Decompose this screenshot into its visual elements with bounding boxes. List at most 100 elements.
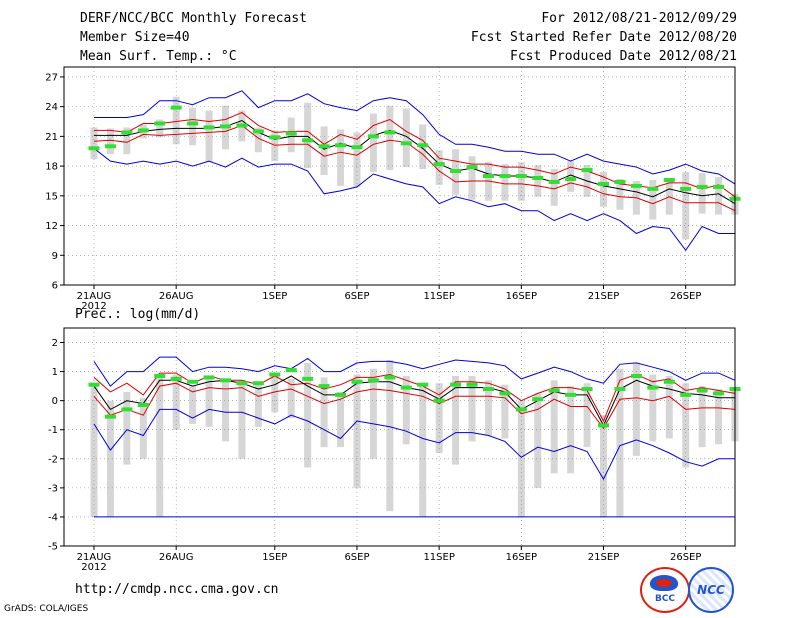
temp-box-6 [172,96,180,145]
prec-box-22 [435,383,443,453]
temp-observed-17 [351,145,363,150]
temp-box-8 [205,110,213,163]
temp-observed-20 [400,141,412,146]
prec-box-2 [106,400,114,517]
temp-box-18 [369,113,377,173]
temp-xtick-label-22: 11SEP [423,291,454,302]
temp-line-mean [94,119,736,205]
prec-observed-34 [630,373,642,378]
temp-observed-30 [565,176,577,181]
prec-box-34 [632,362,640,456]
temp-xtick-label-12: 1SEP [262,291,287,302]
prec-ytick-label--4: -4 [48,512,58,523]
temp-box-16 [337,129,345,186]
prec-observed-27 [515,407,527,412]
temp-ytick-label-24: 24 [45,102,58,113]
prec-observed-16 [335,392,347,397]
temp-box-30 [567,161,575,192]
temp-observed-1 [88,146,100,151]
footer-url[interactable]: http://cmdp.ncc.cma.gov.cn [75,582,279,597]
temp-ytick-label-15: 15 [45,191,58,202]
temp-box-20 [402,108,410,168]
temp-ytick-label-12: 12 [45,221,58,232]
prec-observed-13 [285,368,297,373]
temp-observed-25 [482,174,494,178]
temp-observed-18 [367,134,379,139]
temp-frame [63,66,736,286]
prec-box-7 [189,386,197,424]
prec-box-28 [534,393,542,488]
temp-observed-15 [318,144,330,149]
prec-observed-37 [680,392,692,397]
temp-xtick-label-1: 21AUG [77,291,112,302]
prec-box-21 [419,383,427,517]
prec-xtick-label-1: 21AUG [77,552,112,563]
prec-box-17 [353,374,361,488]
temp-line-max [94,90,736,185]
prec-frame [63,327,736,547]
temp-box-7 [189,107,197,146]
temp-observed-5 [154,121,166,126]
prec-xtick-label-37: 26SEP [670,552,701,563]
temp-observed-38 [696,184,708,189]
prec-observed-7 [187,379,199,384]
temp-observed-8 [203,125,215,130]
temp-observed-29 [548,179,560,184]
prec-box-4 [139,397,147,459]
member-size: Member Size=40 [80,30,190,45]
temp-line-upper [94,112,736,198]
temp-ytick-label-27: 27 [45,72,58,83]
temp-observed-26 [499,174,511,178]
prec-box-37 [682,383,690,468]
prec-observed-28 [532,397,544,402]
prec-observed-4 [137,403,149,408]
temp-observed-37 [680,186,692,191]
prec-ytick-label-1: 1 [52,367,58,378]
temp-observed-3 [121,130,133,135]
prec-box-38 [698,386,706,448]
temp-xtick-label-6: 26AUG [159,291,194,302]
temp-observed-39 [713,184,725,189]
prec-observed-35 [647,385,659,390]
prec-observed-24 [466,382,478,387]
prec-box-10 [238,380,246,459]
prec-line-min [93,408,735,481]
temp-ytick-label-9: 9 [52,251,58,262]
prec-observed-12 [269,372,281,377]
prec-box-3 [123,391,131,465]
prec-box-31 [583,383,591,448]
bcc-logo: BCC [640,567,690,613]
temp-box-14 [304,102,312,169]
temp-observed-23 [450,169,462,174]
temp-observed-12 [269,135,281,140]
temp-observed-6 [170,105,182,110]
temp-year-label: 2012 [81,301,106,312]
prec-box-33 [616,368,624,517]
prec-observed-19 [384,375,396,380]
prec-box-35 [649,374,657,442]
prec-observed-21 [417,382,429,387]
prec-xtick-label-17: 6SEP [344,552,369,563]
bcc-logo-text: BCC [654,594,676,604]
temp-box-32 [600,172,608,207]
temp-observed-34 [630,183,642,188]
temp-box-38 [698,173,706,214]
produced-date: Fcst Produced Date 2012/08/21 [510,49,737,64]
prec-box-12 [271,374,279,413]
ncc-logo-text: NCC [697,583,725,597]
prec-xtick-label-12: 1SEP [262,552,287,563]
prec-year-label: 2012 [81,562,106,573]
prec-box-26 [501,384,509,439]
prec-box-1 [90,386,98,517]
prec-box-25 [484,380,492,436]
temp-observed-21 [417,143,429,148]
prec-box-32 [600,415,608,517]
prec-line-upper [93,372,736,423]
prec-observed-33 [614,387,626,392]
temp-box-5 [156,119,164,138]
prec-observed-22 [433,398,445,403]
prec-box-30 [567,386,575,474]
temp-box-19 [386,105,394,171]
prec-ytick-label-2: 2 [52,338,58,349]
